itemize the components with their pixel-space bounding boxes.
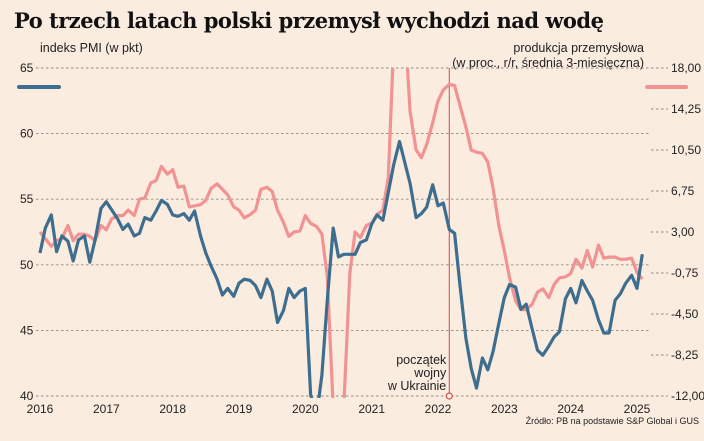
series-line-production bbox=[38, 68, 644, 398]
right-axis-label-line1: produkcja przemysłowa bbox=[513, 41, 644, 55]
war-start-marker-dot bbox=[445, 392, 453, 400]
annotation-line-2: wojny bbox=[413, 366, 447, 380]
left-tick-label: 40 bbox=[20, 389, 34, 403]
x-tick-label: 2021 bbox=[358, 402, 385, 416]
right-tick-label: 3,00 bbox=[671, 225, 695, 239]
x-tick-label: 2020 bbox=[292, 402, 319, 416]
chart-title: Po trzech latach polski przemysł wychodz… bbox=[14, 8, 604, 33]
right-tick-label: 6,75 bbox=[671, 184, 695, 198]
source-note: Źródło: PB na podstawie S&P Global i GUS bbox=[526, 416, 699, 426]
left-tick-label: 65 bbox=[20, 61, 34, 75]
right-tick-label: 18,00 bbox=[671, 61, 701, 75]
right-tick-label: 14,25 bbox=[671, 102, 701, 116]
x-tick-label: 2025 bbox=[624, 402, 651, 416]
right-axis-label-line2: (w proc., r/r, średnia 3-miesięczna) bbox=[452, 56, 644, 70]
left-tick-label: 55 bbox=[20, 192, 34, 206]
x-tick-label: 2019 bbox=[226, 402, 253, 416]
left-axis-label: indeks PMI (w pkt) bbox=[40, 41, 143, 55]
x-tick-label: 2017 bbox=[93, 402, 120, 416]
war-annotation: początek wojny w Ukrainie bbox=[387, 68, 453, 400]
left-tick-label: 45 bbox=[20, 323, 34, 337]
right-tick-label: -12,00 bbox=[671, 389, 704, 403]
right-tick-label: -4,50 bbox=[671, 307, 699, 321]
right-tick-label: -8,25 bbox=[671, 348, 699, 362]
left-tick-label: 50 bbox=[20, 258, 34, 272]
annotation-line-3: w Ukrainie bbox=[387, 379, 446, 393]
x-tick-label: 2016 bbox=[27, 402, 54, 416]
right-tick-label: 10,50 bbox=[671, 143, 701, 157]
x-tick-label: 2022 bbox=[425, 402, 452, 416]
data-points bbox=[40, 84, 642, 394]
right-tick-label: -0,75 bbox=[671, 266, 699, 280]
x-tick-label: 2023 bbox=[491, 402, 518, 416]
x-tick-label: 2024 bbox=[557, 402, 584, 416]
series-line-pmi bbox=[38, 139, 644, 398]
right-axis-ticks: -12,00 -8,25 -4,50 -0,75 3,00 6,75 10,50 14,25 1… bbox=[671, 61, 704, 403]
left-axis-ticks: 40 45 50 55 60 65 bbox=[20, 61, 34, 403]
left-tick-label: 60 bbox=[20, 127, 34, 141]
x-tick-label: 2018 bbox=[159, 402, 186, 416]
x-axis-ticks: 2016 2017 2018 2019 2020 2021 2022 2023 2024 2025 bbox=[27, 402, 651, 416]
annotation-line-1: początek bbox=[396, 353, 447, 367]
